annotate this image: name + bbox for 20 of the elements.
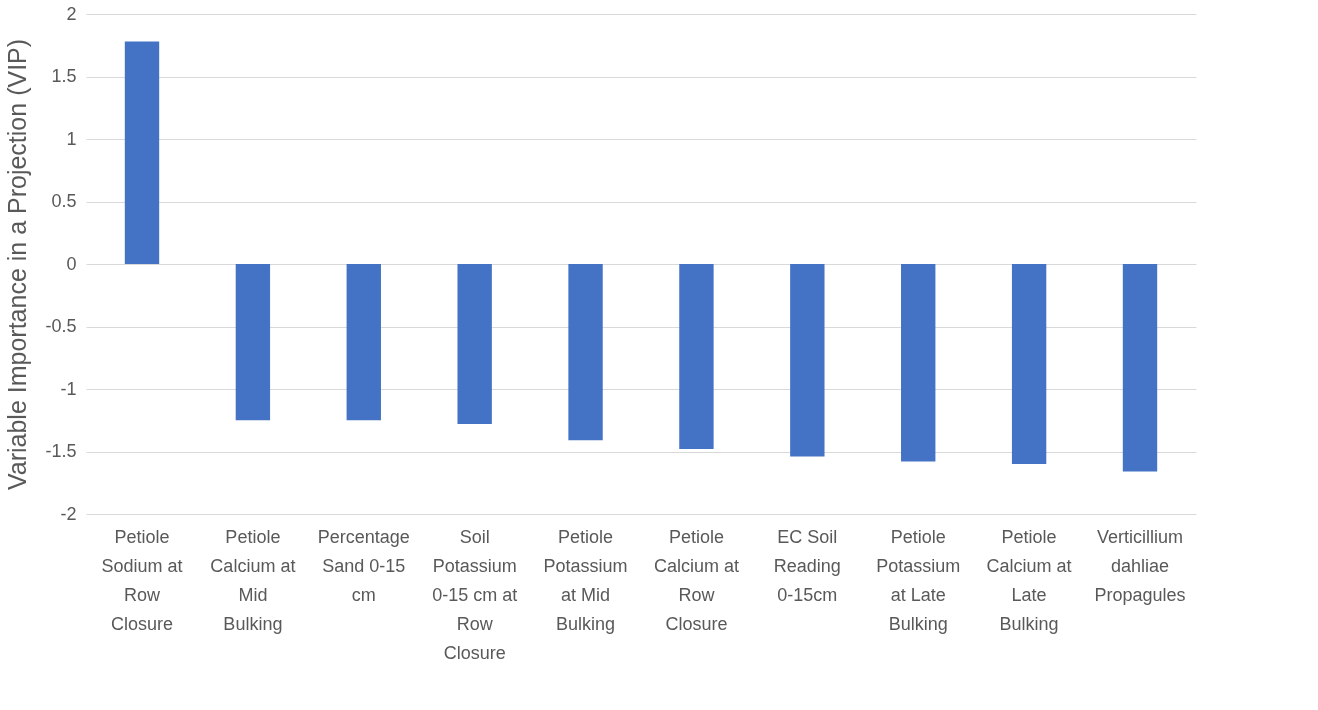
x-tick-label: Soil Potassium 0-15 cm at Row Closure bbox=[432, 526, 518, 663]
y-tick-label: -1.5 bbox=[45, 441, 77, 461]
y-tick-label: -1 bbox=[60, 378, 77, 399]
x-tick-label: Verticillium dahliae Propagules bbox=[1094, 526, 1186, 605]
y-tick-label: 0 bbox=[66, 253, 77, 274]
y-tick-label: -2 bbox=[60, 503, 77, 524]
x-tick-label: Percentage Sand 0-15 cm bbox=[317, 526, 410, 605]
y-axis-title: Variable Importance in a Projection (VIP) bbox=[3, 38, 32, 491]
y-tick-label: 0.5 bbox=[51, 191, 77, 211]
x-tick-label: Petiole Potassium at Mid Bulking bbox=[543, 526, 628, 634]
x-tick-label: Petiole Sodium at Row Closure bbox=[101, 526, 183, 634]
y-tick-label: 1 bbox=[66, 128, 77, 149]
y-tick-label: 1.5 bbox=[51, 66, 77, 86]
x-tick-label: Petiole Calcium at Mid Bulking bbox=[210, 526, 296, 634]
x-tick-label: Petiole Potassium at Late Bulking bbox=[876, 526, 961, 634]
x-tick-label: Petiole Calcium at Late Bulking bbox=[986, 526, 1072, 634]
y-tick-label: 2 bbox=[66, 3, 77, 24]
x-tick-label: Petiole Calcium at Row Closure bbox=[653, 526, 739, 634]
x-tick-label: EC Soil Reading 0-15cm bbox=[773, 526, 841, 605]
y-tick-label: -0.5 bbox=[45, 316, 77, 336]
